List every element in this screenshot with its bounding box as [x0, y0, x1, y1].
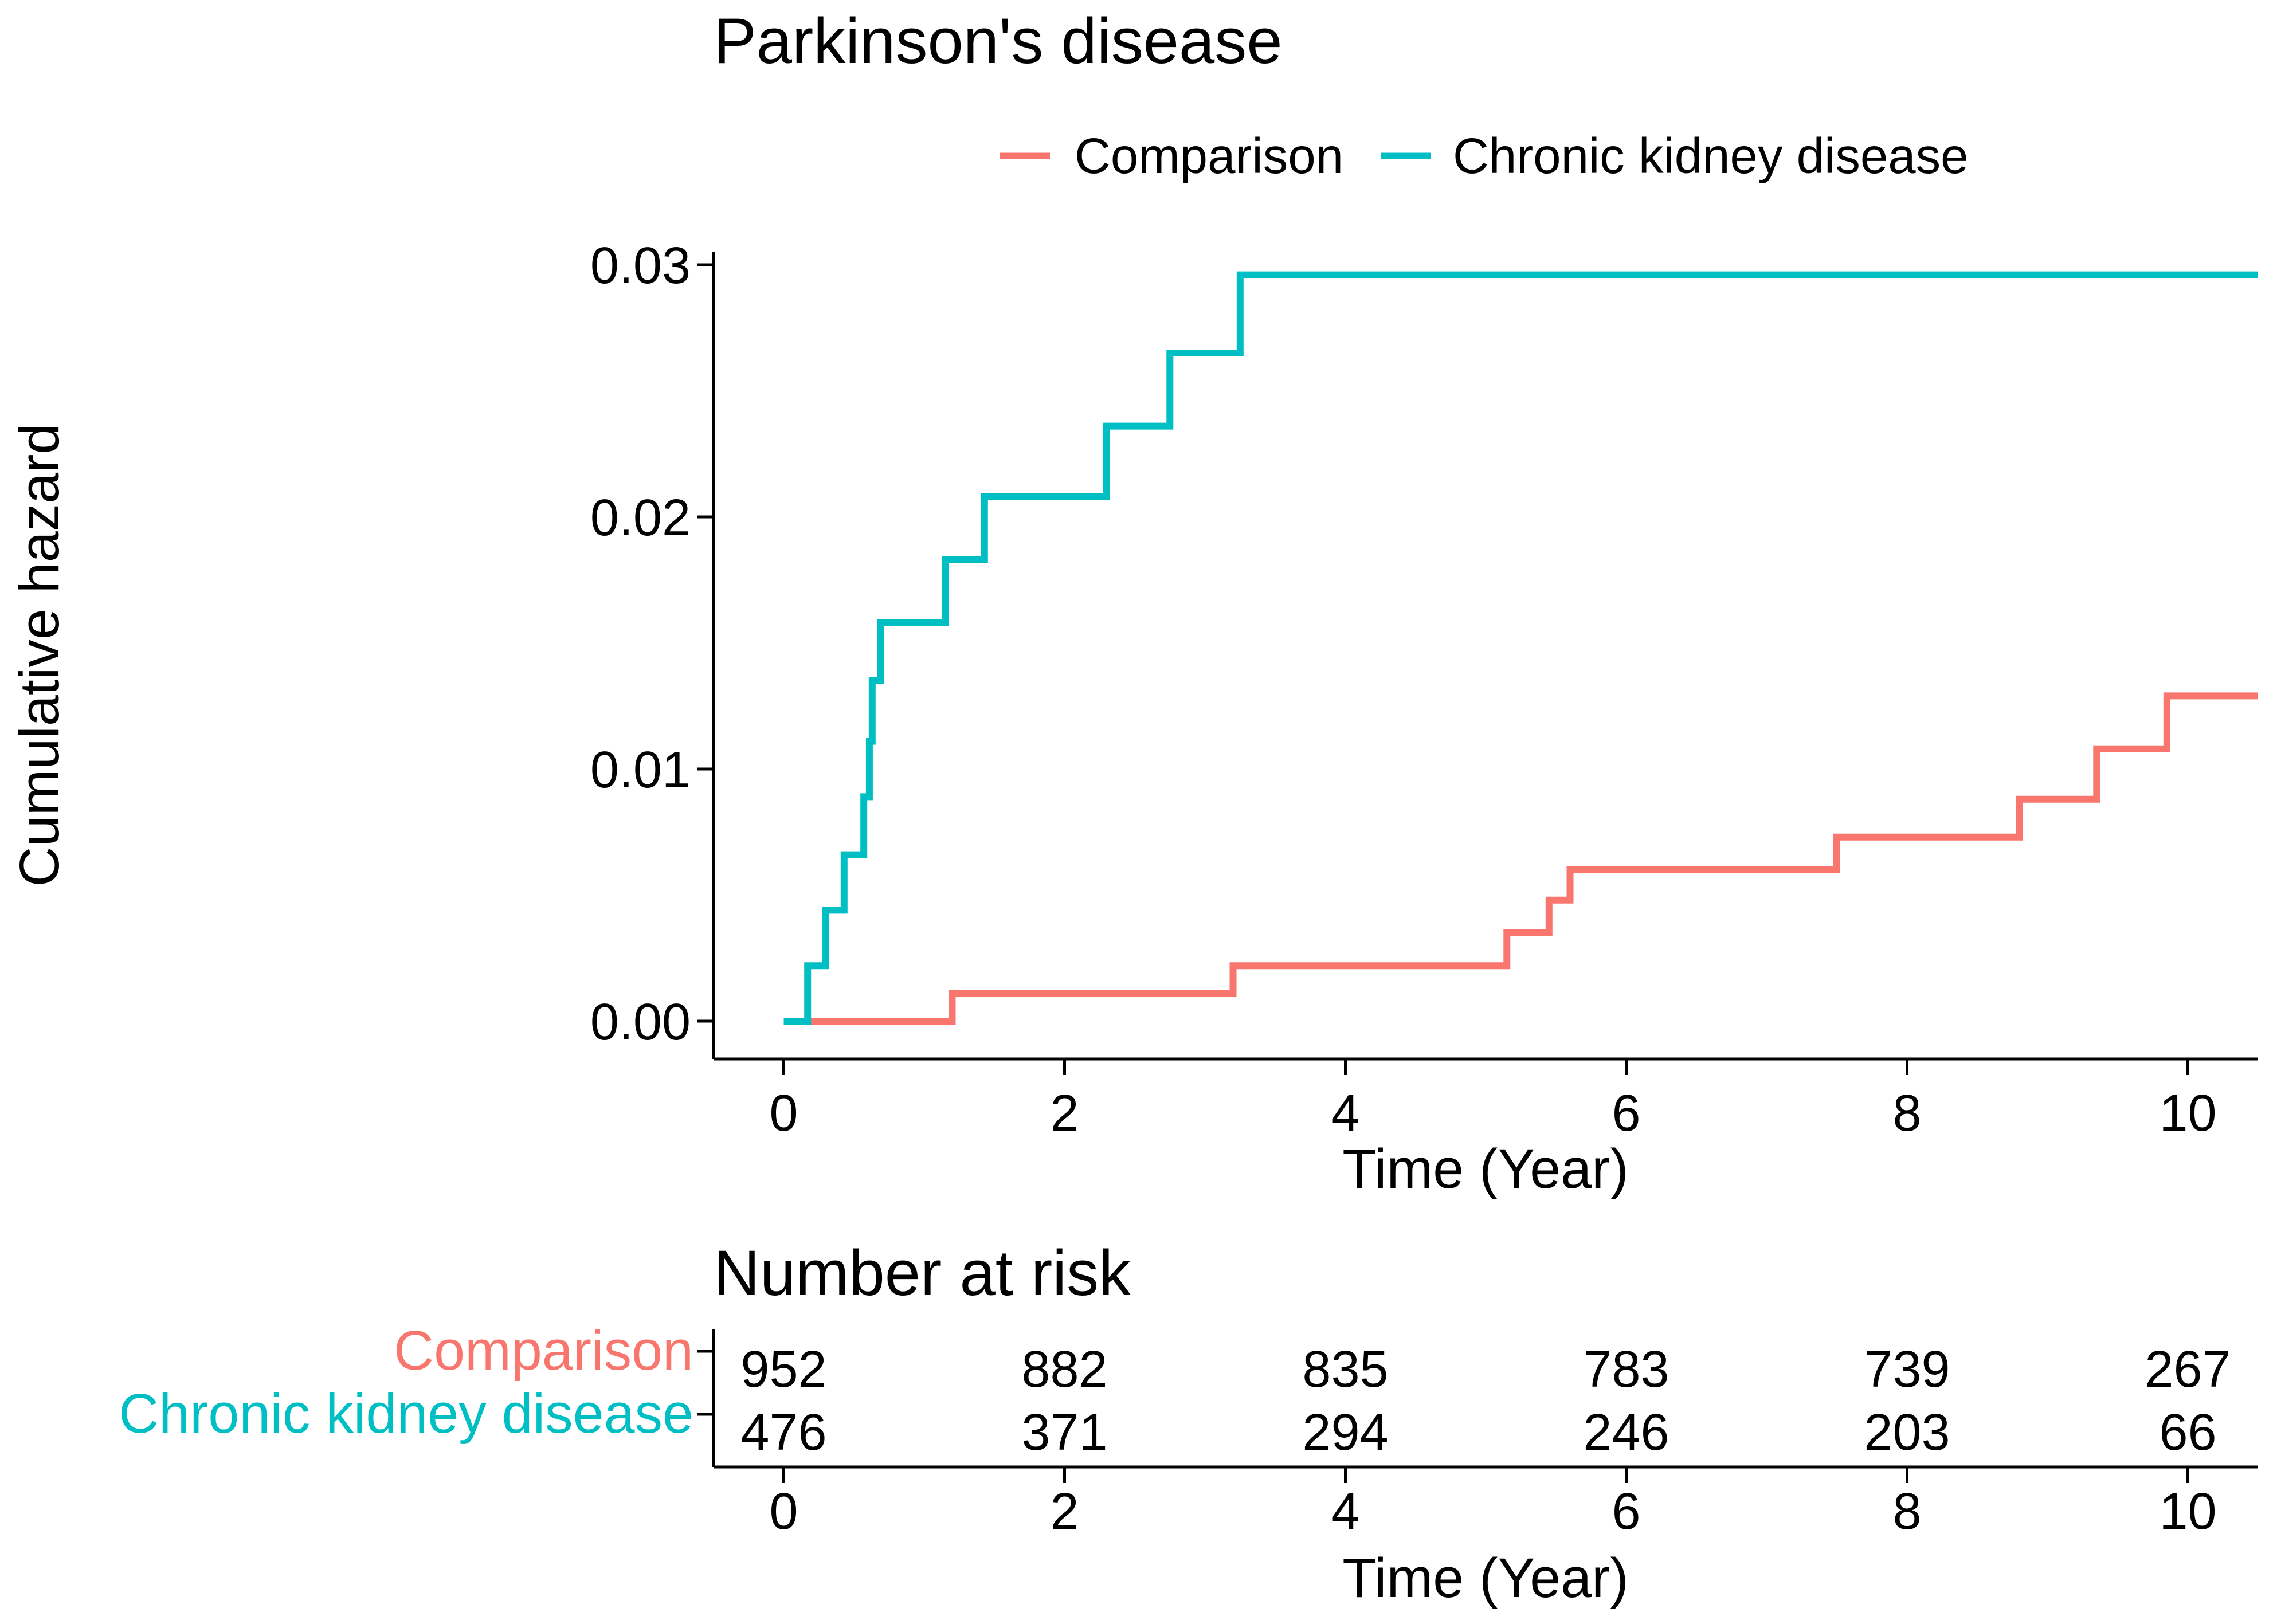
x-ticks: 0 2 4 6 8 10 [769, 1059, 2217, 1142]
risk-value-chronic-kidney-disease-t4: 294 [1302, 1404, 1388, 1461]
series-lines [783, 271, 2258, 1025]
y-ticks: 0.00 0.01 0.02 0.03 [590, 237, 714, 1051]
x-tick-label-3: 6 [1612, 1085, 1640, 1142]
legend-label-chronic-kidney-disease: Chronic kidney disease [1453, 128, 1968, 184]
risk-group-label-comparison: Comparison [394, 1319, 693, 1382]
risk-group-label-chronic-kidney-disease: Chronic kidney disease [119, 1382, 693, 1445]
y-tick-label-1: 0.01 [590, 742, 691, 799]
series-line-comparison [805, 692, 2258, 1025]
x-tick-label-2: 4 [1331, 1085, 1359, 1142]
risk-value-comparison-t0: 952 [740, 1341, 826, 1398]
x-axis-label: Time (Year) [1342, 1137, 1629, 1200]
risk-table-title: Number at risk [714, 1237, 1131, 1309]
risk-value-chronic-kidney-disease-t8: 203 [1864, 1404, 1950, 1461]
risk-value-comparison-t2: 882 [1021, 1341, 1107, 1398]
x-tick-label-4: 8 [1892, 1085, 1921, 1142]
x-tick-label-5: 10 [2159, 1085, 2216, 1142]
risk-value-chronic-kidney-disease-t0: 476 [740, 1404, 826, 1461]
risk-value-comparison-t6: 783 [1583, 1341, 1669, 1398]
risk-value-comparison-t8: 739 [1864, 1341, 1950, 1398]
risk-value-comparison-t4: 835 [1302, 1341, 1388, 1398]
risk-value-chronic-kidney-disease-t2: 371 [1021, 1404, 1107, 1461]
risk-x-tick-label-3: 6 [1612, 1483, 1640, 1540]
legend: Comparison Chronic kidney disease [1000, 128, 1968, 184]
risk-value-chronic-kidney-disease-t10: 66 [2159, 1404, 2216, 1461]
risk-value-chronic-kidney-disease-t6: 246 [1583, 1404, 1669, 1461]
risk-value-comparison-t10: 267 [2145, 1341, 2231, 1398]
y-tick-label-0: 0.00 [590, 994, 691, 1051]
risk-x-tick-label-4: 8 [1892, 1483, 1921, 1540]
risk-values: 952 882 835 783 739 267 476 371 294 246 203 66 [740, 1341, 2231, 1461]
risk-x-tick-label-1: 2 [1050, 1483, 1079, 1540]
series-line-chronic-kidney-disease [783, 271, 2258, 1025]
risk-x-tick-label-0: 0 [769, 1483, 798, 1540]
y-tick-label-3: 0.03 [590, 237, 691, 295]
risk-x-tick-label-5: 10 [2159, 1483, 2216, 1540]
risk-x-tick-label-2: 4 [1331, 1483, 1359, 1540]
risk-x-ticks: 0 2 4 6 8 10 [769, 1467, 2217, 1540]
x-tick-label-0: 0 [769, 1085, 798, 1142]
y-tick-label-2: 0.02 [590, 489, 691, 547]
risk-x-axis-label: Time (Year) [1342, 1547, 1629, 1609]
legend-label-comparison: Comparison [1075, 128, 1343, 184]
y-axis-label: Cumulative hazard [8, 423, 70, 887]
x-tick-label-1: 2 [1050, 1085, 1079, 1142]
plot-area: 0.00 0.01 0.02 0.03 0 2 4 6 8 10 [590, 237, 2258, 1142]
chart-title: Parkinson's disease [714, 5, 1283, 77]
